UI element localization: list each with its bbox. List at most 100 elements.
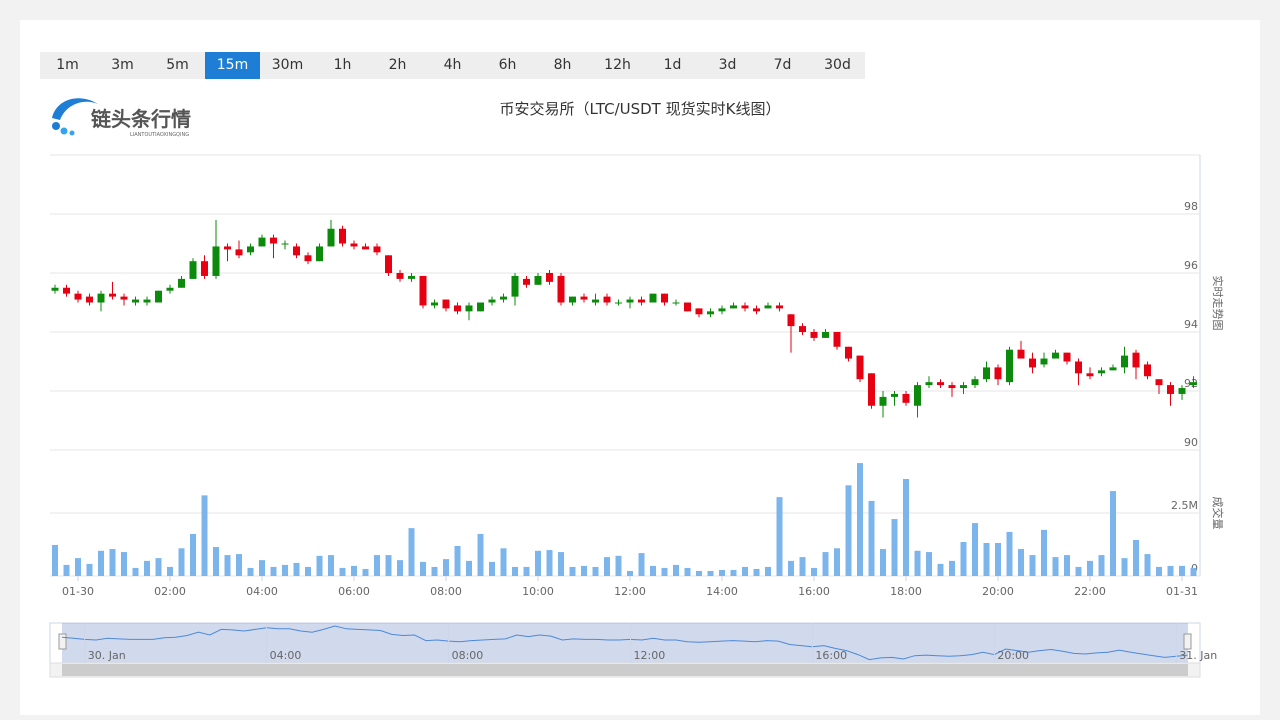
volume-bar xyxy=(638,553,645,576)
candle-body xyxy=(1167,385,1174,394)
candle-body xyxy=(868,373,875,406)
scrollbar-thumb[interactable] xyxy=(62,664,1188,676)
volume-bar xyxy=(799,557,806,576)
volume-bar xyxy=(247,567,254,576)
volume-bar xyxy=(63,564,70,576)
interval-button[interactable]: 8h xyxy=(553,57,572,73)
volume-bar xyxy=(880,549,886,576)
volume-bar xyxy=(201,495,208,576)
candle-body xyxy=(511,275,519,297)
candle-body xyxy=(741,305,749,309)
candle-body xyxy=(293,246,300,256)
volume-bar xyxy=(466,560,472,576)
y-axis-label: 实时走势图 xyxy=(1211,276,1225,331)
interval-button[interactable]: 30d xyxy=(824,57,851,73)
interval-button[interactable]: 6h xyxy=(498,57,517,73)
candle-body xyxy=(937,382,944,386)
interval-button[interactable]: 3d xyxy=(718,57,737,73)
interval-button[interactable]: 1m xyxy=(56,57,79,73)
interval-button[interactable]: 7d xyxy=(773,57,792,73)
candle-body xyxy=(235,249,243,256)
volume-bar xyxy=(960,541,967,576)
volume-axis-label: 成交量 xyxy=(1211,497,1225,530)
candle-body xyxy=(1040,358,1048,365)
volume-bar xyxy=(546,550,553,576)
candle-body xyxy=(109,293,116,297)
panel xyxy=(20,20,1260,715)
volume-bar xyxy=(397,560,403,576)
volume-bar xyxy=(650,565,656,576)
volume-bar xyxy=(454,546,461,576)
volume-bar xyxy=(592,566,599,576)
volume-bar xyxy=(1018,549,1024,576)
volume-bar xyxy=(753,568,760,576)
candle-body xyxy=(316,246,323,262)
candle-body xyxy=(546,273,553,282)
candle-body xyxy=(1006,349,1013,383)
navigator-handle[interactable] xyxy=(1183,633,1192,650)
interval-button[interactable]: 1h xyxy=(333,57,352,73)
volume-bar xyxy=(891,519,898,576)
candle-body xyxy=(960,385,967,389)
navigator-handle[interactable] xyxy=(58,633,67,650)
interval-button[interactable]: 15m xyxy=(205,52,260,79)
volume-bar xyxy=(742,566,748,576)
interval-button[interactable]: 3m xyxy=(111,57,134,73)
logo-subtitle: LIANTOUTIAOXINGQING xyxy=(130,132,189,138)
volume-bar xyxy=(604,557,610,576)
candle-body xyxy=(454,305,461,312)
candle-body xyxy=(51,287,59,291)
candle-body xyxy=(1017,349,1025,359)
candle-body xyxy=(822,332,829,338)
x-tick-label: 02:00 xyxy=(154,585,186,598)
candle-body xyxy=(1052,352,1059,359)
candle-body xyxy=(902,393,910,403)
candle-body xyxy=(224,246,231,250)
volume-bar xyxy=(500,548,507,576)
candle-body xyxy=(132,299,139,303)
volume-bar xyxy=(811,567,817,576)
candle-body xyxy=(638,299,645,303)
candle-body xyxy=(97,293,105,303)
candle-body xyxy=(914,385,921,406)
candle-body xyxy=(477,302,484,312)
volume-bar xyxy=(1167,565,1174,576)
navigator-line xyxy=(61,625,1188,661)
candle-body xyxy=(339,228,346,244)
volume-bar xyxy=(696,570,702,576)
candle-body xyxy=(166,287,174,291)
interval-button[interactable]: 1d xyxy=(663,57,682,73)
candle-body xyxy=(787,314,795,327)
interval-button[interactable]: 30m xyxy=(271,57,304,73)
candle-body xyxy=(534,275,542,285)
navigator-label: 31. Jan xyxy=(1179,649,1217,662)
volume-bar xyxy=(937,563,944,576)
volume-bar xyxy=(270,566,277,576)
candle-body xyxy=(603,296,611,303)
chart-title: 币安交易所（LTC/USDT 现货实时K线图） xyxy=(500,100,781,118)
volume-bar xyxy=(144,560,150,576)
candle-body xyxy=(74,293,82,300)
interval-button[interactable]: 5m xyxy=(166,57,189,73)
interval-button[interactable]: 4h xyxy=(443,57,462,73)
candle-body xyxy=(994,367,1002,380)
volume-bar xyxy=(224,555,231,576)
volume-bar xyxy=(834,548,840,576)
volume-bar xyxy=(707,570,714,576)
x-tick-label: 04:00 xyxy=(246,585,278,598)
volume-bar xyxy=(684,567,691,576)
candle-body xyxy=(431,302,438,306)
volume-bar xyxy=(431,566,438,576)
candle-body xyxy=(178,278,185,288)
candle-body xyxy=(695,308,703,315)
candle-body xyxy=(304,255,312,262)
interval-button[interactable]: 2h xyxy=(388,57,407,73)
interval-button[interactable]: 12h xyxy=(604,57,631,73)
volume-bar xyxy=(822,552,829,576)
candle-body xyxy=(281,243,289,245)
candle-body xyxy=(120,296,128,300)
candle-body xyxy=(1098,370,1105,374)
volume-bar xyxy=(282,564,288,576)
y-tick-label: 96 xyxy=(1184,259,1198,272)
